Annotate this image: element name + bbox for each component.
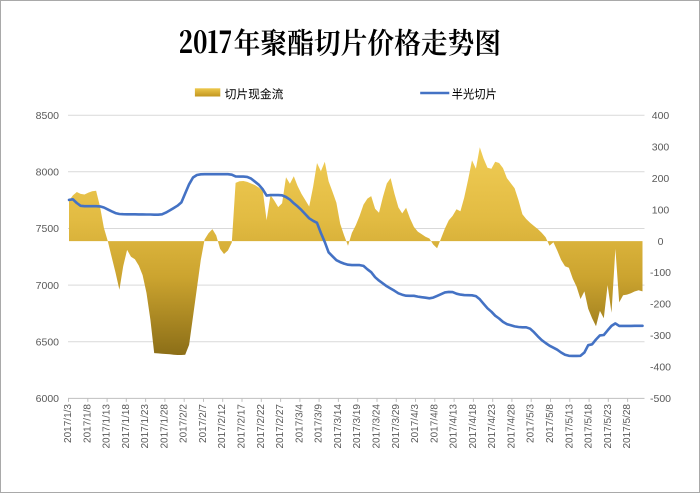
svg-text:2017/5/13: 2017/5/13	[564, 404, 575, 449]
svg-text:2017/5/23: 2017/5/23	[603, 404, 614, 449]
svg-text:6000: 6000	[36, 393, 60, 405]
svg-text:2017/3/4: 2017/3/4	[294, 404, 305, 443]
svg-text:2017/1/3: 2017/1/3	[63, 404, 74, 443]
svg-text:-300: -300	[650, 330, 671, 342]
svg-text:8500: 8500	[36, 110, 60, 122]
svg-text:7500: 7500	[36, 223, 60, 235]
svg-text:2017/2/12: 2017/2/12	[217, 404, 228, 449]
svg-text:2017/1/8: 2017/1/8	[82, 404, 93, 443]
svg-text:300: 300	[652, 141, 670, 153]
svg-text:2017/3/9: 2017/3/9	[314, 404, 325, 443]
svg-text:0: 0	[658, 236, 664, 248]
svg-text:7000: 7000	[36, 280, 60, 292]
svg-text:400: 400	[652, 110, 670, 122]
svg-text:2017/1/18: 2017/1/18	[121, 404, 132, 449]
svg-text:2017/2/7: 2017/2/7	[198, 404, 209, 443]
svg-text:-100: -100	[650, 267, 671, 279]
svg-text:200: 200	[652, 173, 670, 185]
svg-text:2017/3/14: 2017/3/14	[333, 404, 344, 449]
svg-text:8000: 8000	[36, 167, 60, 179]
svg-text:2017/2/2: 2017/2/2	[179, 404, 190, 443]
svg-text:2017/1/23: 2017/1/23	[140, 404, 151, 449]
svg-text:2017/3/24: 2017/3/24	[372, 404, 383, 449]
svg-text:2017/2/17: 2017/2/17	[237, 404, 248, 449]
svg-text:2017/4/28: 2017/4/28	[506, 404, 517, 449]
svg-text:2017/1/28: 2017/1/28	[159, 404, 170, 449]
svg-text:2017/4/13: 2017/4/13	[449, 404, 460, 449]
svg-text:2017/5/18: 2017/5/18	[584, 404, 595, 449]
svg-text:2017/5/8: 2017/5/8	[545, 404, 556, 443]
svg-text:2017/4/8: 2017/4/8	[429, 404, 440, 443]
svg-text:6500: 6500	[36, 337, 60, 349]
svg-text:2017/2/27: 2017/2/27	[275, 404, 286, 449]
svg-text:2017/2/22: 2017/2/22	[256, 404, 267, 449]
svg-text:2017/3/19: 2017/3/19	[352, 404, 363, 449]
svg-text:-500: -500	[650, 393, 671, 405]
svg-text:2017/4/23: 2017/4/23	[487, 404, 498, 449]
svg-text:2017/3/29: 2017/3/29	[391, 404, 402, 449]
svg-text:2017/5/28: 2017/5/28	[622, 404, 633, 449]
svg-text:-400: -400	[650, 362, 671, 374]
svg-text:100: 100	[652, 204, 670, 216]
svg-text:-200: -200	[650, 299, 671, 311]
svg-text:2017/4/3: 2017/4/3	[410, 404, 421, 443]
svg-text:2017/1/13: 2017/1/13	[102, 404, 113, 449]
svg-text:2017/4/18: 2017/4/18	[468, 404, 479, 449]
svg-text:2017/5/3: 2017/5/3	[526, 404, 537, 443]
